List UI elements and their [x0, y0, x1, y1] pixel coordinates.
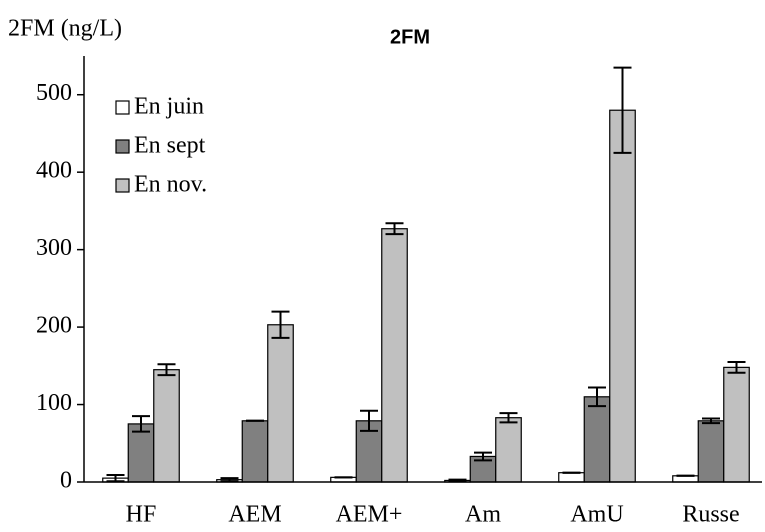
error-bar: [448, 478, 467, 483]
x-tick-label: AEM+: [336, 502, 403, 528]
error-bar: [220, 477, 239, 483]
legend-label: En nov.: [134, 172, 207, 198]
x-tick-label: AmU: [570, 502, 623, 528]
legend-swatch: [115, 139, 130, 154]
error-bar: [474, 451, 492, 462]
y-tick-label: 0: [60, 468, 72, 494]
error-bar: [727, 360, 746, 374]
error-bar: [613, 66, 632, 154]
bar: [381, 228, 408, 483]
bar: [723, 366, 750, 483]
bar: [241, 420, 269, 483]
error-bar: [702, 417, 720, 425]
bar: [153, 369, 180, 483]
bar: [127, 423, 155, 483]
y-axis-label: 2FM (ng/L): [8, 16, 122, 42]
error-bar: [132, 415, 150, 433]
legend-label: En sept: [134, 133, 206, 159]
y-tick-label: 400: [36, 158, 72, 184]
x-tick-label: HF: [126, 502, 157, 528]
error-bar: [360, 409, 378, 432]
bar: [697, 420, 725, 483]
bar: [609, 109, 636, 483]
y-tick-label: 500: [36, 80, 72, 106]
bar: [267, 324, 294, 483]
error-bar: [385, 222, 404, 236]
bar: [558, 472, 585, 483]
legend-swatch: [115, 100, 130, 115]
error-bar: [157, 363, 176, 377]
bar: [583, 396, 611, 483]
legend-label: En juin: [134, 94, 204, 120]
legend-swatch: [115, 178, 130, 193]
x-tick-label: Russe: [682, 502, 739, 528]
y-tick-label: 200: [36, 313, 72, 339]
x-tick-label: Am: [465, 502, 501, 528]
error-bar: [588, 386, 606, 408]
chart-title: 2FM: [390, 26, 430, 48]
error-bar: [106, 474, 125, 483]
error-bar: [271, 310, 290, 339]
x-tick-label: AEM: [228, 502, 281, 528]
error-bar: [499, 412, 518, 424]
bar: [495, 417, 522, 483]
y-tick-label: 100: [36, 390, 72, 416]
y-tick-label: 300: [36, 235, 72, 261]
